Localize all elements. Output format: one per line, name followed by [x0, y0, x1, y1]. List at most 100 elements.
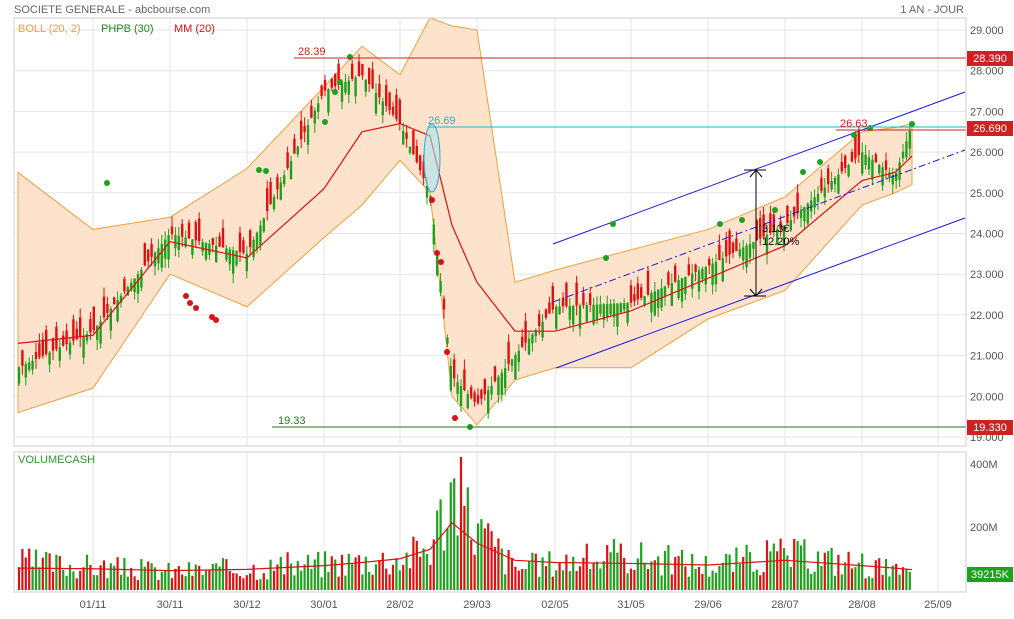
candle-body	[306, 124, 310, 145]
price-tick: 23.000	[970, 269, 1004, 281]
volume-bar	[340, 554, 344, 590]
candle-body	[184, 237, 187, 247]
candle-body	[827, 168, 830, 185]
candle-body	[82, 335, 85, 358]
volume-bar	[752, 571, 755, 590]
candle-body	[41, 339, 44, 356]
candle-body	[629, 285, 633, 303]
candle-body	[334, 74, 337, 87]
volume-bar	[174, 568, 177, 590]
volume-bar	[279, 557, 282, 590]
price-tick: 25.000	[970, 188, 1004, 200]
candle-body	[449, 365, 452, 391]
volume-bar	[82, 567, 85, 590]
phpb-sell-dot	[429, 197, 435, 203]
candle-body	[643, 296, 646, 305]
volume-bar	[232, 573, 235, 590]
volume-average-line	[17, 521, 913, 572]
candle-body	[609, 303, 612, 315]
volume-bar	[419, 556, 422, 590]
volume-bar	[517, 570, 520, 590]
candle-body	[636, 283, 639, 300]
candle-body	[130, 282, 133, 291]
candle-body	[612, 303, 616, 318]
volume-bar	[568, 571, 571, 590]
candle-body	[769, 213, 772, 234]
candle-body	[786, 206, 789, 224]
candle-body	[534, 330, 537, 337]
candle-body	[28, 362, 31, 370]
volume-bar	[48, 553, 51, 590]
candle-body	[555, 306, 558, 329]
phpb-buy-dot	[772, 207, 778, 213]
candle-body	[646, 270, 650, 295]
candle-body	[385, 85, 388, 106]
volume-bar	[408, 568, 412, 590]
volume-bar	[711, 570, 714, 590]
candle-body	[300, 120, 303, 140]
candle-body	[599, 304, 602, 314]
price-tick: 22.000	[970, 310, 1004, 322]
candle-body	[412, 130, 415, 155]
volume-bar	[487, 523, 490, 590]
candle-body	[592, 304, 595, 325]
volume-bar	[65, 575, 68, 590]
volume-bar	[51, 571, 55, 590]
candle-body	[578, 305, 582, 329]
candle-body	[497, 376, 500, 396]
candle-body	[181, 223, 184, 237]
candle-body	[473, 392, 476, 402]
volume-bar	[150, 563, 153, 590]
volume-bar	[874, 560, 877, 590]
volume-bar	[538, 576, 541, 590]
volume-bar	[235, 573, 238, 590]
volume-bar	[126, 576, 129, 590]
candle-body	[99, 321, 102, 344]
candle-body	[653, 291, 656, 316]
candle-body	[402, 130, 405, 145]
candle-body	[742, 247, 745, 261]
volume-bar	[680, 549, 684, 590]
price-tick: 27.000	[970, 106, 1004, 118]
candle-body	[320, 85, 323, 97]
volume-bar	[374, 564, 378, 590]
candle-body	[765, 234, 769, 255]
phpb-buy-dot	[322, 119, 328, 125]
candle-body	[524, 321, 527, 343]
candle-body	[289, 160, 293, 180]
volume-bar	[106, 578, 109, 590]
volume-bar	[476, 523, 480, 590]
candle-body	[221, 228, 225, 248]
candle-body	[874, 154, 877, 163]
volume-bar	[442, 550, 446, 590]
phpb-sell-dot	[452, 415, 458, 421]
phpb-sell-dot	[183, 293, 189, 299]
chart-title: SOCIETE GENERALE - abcbourse.com	[14, 4, 210, 16]
volume-bar	[72, 571, 75, 590]
volume-bar	[201, 574, 204, 590]
candle-body	[820, 177, 823, 191]
volume-bar	[871, 578, 874, 590]
volume-bar	[293, 575, 296, 590]
candle-body	[45, 329, 48, 355]
volume-bar	[663, 550, 667, 590]
phpb-buy-dot	[263, 168, 269, 174]
volume-bar	[714, 572, 718, 590]
volume-bar	[238, 576, 242, 590]
candle-body	[24, 364, 27, 378]
high-badge-bg	[967, 51, 1013, 66]
volume-bar	[490, 531, 493, 590]
candle-body	[680, 278, 684, 302]
volume-bar	[344, 575, 347, 590]
candle-body	[813, 197, 816, 208]
volume-bar	[439, 499, 442, 590]
candle-body	[789, 219, 792, 231]
volume-bar	[296, 561, 299, 590]
phpb-buy-dot	[851, 132, 857, 138]
candle-body	[833, 177, 837, 185]
candle-body	[891, 174, 894, 185]
volume-bar	[823, 552, 826, 590]
time-tick: 29/06	[694, 599, 722, 611]
time-tick: 30/11	[157, 599, 184, 611]
candle-body	[38, 343, 41, 358]
